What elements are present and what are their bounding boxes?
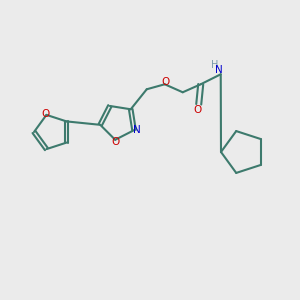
Text: O: O — [41, 109, 50, 119]
Text: H: H — [211, 60, 218, 70]
Text: N: N — [215, 65, 223, 75]
Text: O: O — [162, 77, 170, 87]
Text: N: N — [133, 125, 141, 135]
Text: O: O — [194, 105, 202, 115]
Text: O: O — [111, 137, 119, 147]
